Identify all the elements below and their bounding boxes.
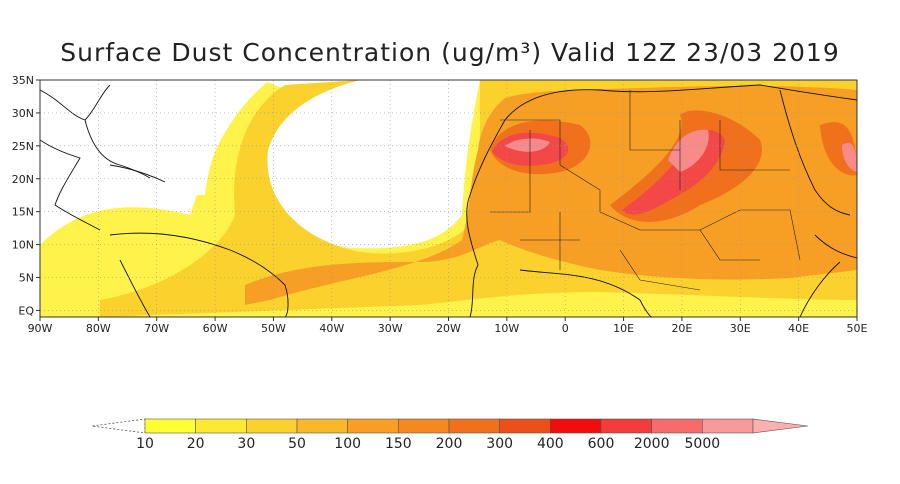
lat-label: EQ — [18, 304, 34, 317]
dust-core-chad-light — [668, 129, 709, 172]
lon-label: 0 — [562, 322, 569, 335]
lon-label: 60W — [203, 322, 228, 335]
colorbar-label: 100 — [334, 436, 361, 452]
coastlines — [40, 84, 857, 317]
coast-south-america — [109, 232, 289, 317]
lon-label: 80W — [86, 322, 111, 335]
lat-label: 15N — [12, 206, 34, 219]
colorbar-label: 150 — [385, 436, 412, 452]
colorbar-swatch — [296, 418, 348, 434]
dust-field — [40, 80, 857, 317]
map-title: Surface Dust Concentration (ug/m³) Valid… — [60, 38, 840, 67]
colorbar-label: 5000 — [685, 436, 721, 452]
lon-label: 40E — [788, 322, 809, 335]
country-borders — [490, 90, 801, 291]
colorbar-swatch — [195, 418, 247, 434]
lat-label: 30N — [12, 107, 34, 120]
lat-label: 5N — [19, 272, 34, 285]
colorbar-swatch — [499, 418, 551, 434]
lon-label: 10W — [494, 322, 519, 335]
dust-core-nw-light — [505, 138, 550, 152]
colorbar-swatch — [550, 418, 602, 434]
lat-labels: 35N 30N 25N 20N 15N 10N 5N EQ — [12, 74, 40, 317]
colorbar-label: 30 — [237, 436, 255, 452]
colorbar-swatch — [347, 418, 399, 434]
colorbar-label: 50 — [288, 436, 306, 452]
colorbar-label: 2000 — [634, 436, 670, 452]
lat-label: 25N — [12, 140, 34, 153]
lon-label: 40W — [319, 322, 344, 335]
lon-label: 70W — [144, 322, 169, 335]
coast-north-america — [40, 84, 151, 179]
lat-label: 20N — [12, 173, 34, 186]
colorbar-above-arrow — [752, 418, 809, 434]
coast-red-sea — [779, 89, 851, 216]
colorbar-swatch — [702, 418, 754, 434]
lon-label: 50E — [847, 322, 868, 335]
dust-map: 35N 30N 25N 20N 15N 10N 5N EQ 90W 80W 70W 60W 50W 40… — [12, 74, 868, 335]
lon-label: 30W — [378, 322, 403, 335]
lat-label: 35N — [12, 74, 34, 87]
lon-label: 20E — [671, 322, 692, 335]
lon-label: 90W — [28, 322, 53, 335]
lon-label: 10E — [613, 322, 634, 335]
coast-horn — [799, 234, 857, 317]
colorbar-below-arrow — [91, 418, 146, 434]
colorbar-label: 20 — [187, 436, 205, 452]
clear-area-sw — [40, 80, 262, 240]
colorbar-swatch — [246, 418, 298, 434]
colorbar-swatch — [398, 418, 450, 434]
colorbar-swatch — [651, 418, 703, 434]
colorbar-swatch — [448, 418, 500, 434]
colorbar-swatch — [600, 418, 652, 434]
colorbar-label: 200 — [436, 436, 463, 452]
dust-core-east — [842, 142, 857, 172]
lon-label: 50W — [261, 322, 286, 335]
coast-africa — [466, 84, 857, 317]
colorbar-label: 10 — [136, 436, 154, 452]
colorbar-label: 300 — [486, 436, 513, 452]
coast-cuba — [109, 164, 166, 183]
colorbar-label: 400 — [537, 436, 564, 452]
colorbar-label: 600 — [588, 436, 615, 452]
lon-label: 30E — [730, 322, 751, 335]
colorbar-swatch — [144, 418, 196, 434]
coast-africa-gulf — [519, 269, 653, 317]
clear-area-atlantic — [257, 80, 480, 249]
coast-gulf — [40, 139, 101, 231]
lon-labels: 90W 80W 70W 60W 50W 40W 30W 20W 10W 0 10E 20E 30E 40E… — [28, 317, 868, 335]
lon-label: 20W — [436, 322, 461, 335]
lat-label: 10N — [12, 239, 34, 252]
